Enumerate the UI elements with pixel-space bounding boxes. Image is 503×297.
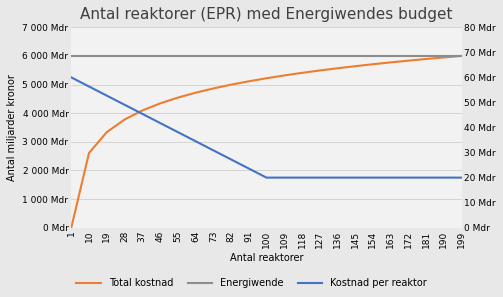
Kostnad per reaktor	[405, 176, 411, 179]
Total kostnad	[370, 62, 376, 66]
Total kostnad	[210, 87, 216, 90]
Energiwende	[281, 54, 287, 58]
Total kostnad	[388, 61, 394, 64]
Total kostnad	[245, 80, 252, 83]
Total kostnad	[68, 226, 74, 230]
Total kostnad	[104, 130, 110, 134]
Kostnad per reaktor	[352, 176, 358, 179]
Kostnad per reaktor	[317, 176, 323, 179]
Kostnad per reaktor	[157, 121, 163, 125]
Energiwende	[86, 54, 92, 58]
Energiwende	[264, 54, 270, 58]
Kostnad per reaktor	[139, 112, 145, 116]
Kostnad per reaktor	[441, 176, 447, 179]
Kostnad per reaktor	[388, 176, 394, 179]
Energiwende	[317, 54, 323, 58]
Energiwende	[370, 54, 376, 58]
Total kostnad	[86, 151, 92, 155]
Kostnad per reaktor	[228, 158, 234, 161]
Y-axis label: Antal miljarder kronor: Antal miljarder kronor	[7, 74, 17, 181]
Kostnad per reaktor	[68, 76, 74, 79]
Energiwende	[210, 54, 216, 58]
Kostnad per reaktor	[281, 176, 287, 179]
Energiwende	[352, 54, 358, 58]
Kostnad per reaktor	[459, 176, 465, 179]
Legend: Total kostnad, Energiwende, Kostnad per reaktor: Total kostnad, Energiwende, Kostnad per …	[72, 274, 431, 292]
Total kostnad	[405, 59, 411, 62]
Total kostnad	[175, 96, 181, 99]
Kostnad per reaktor	[334, 176, 341, 179]
Kostnad per reaktor	[104, 94, 110, 97]
Total kostnad	[228, 83, 234, 86]
Kostnad per reaktor	[423, 176, 429, 179]
Kostnad per reaktor	[245, 167, 252, 170]
Energiwende	[175, 54, 181, 58]
Energiwende	[157, 54, 163, 58]
Total kostnad	[139, 109, 145, 112]
Total kostnad	[299, 71, 305, 75]
Kostnad per reaktor	[193, 139, 199, 143]
Total kostnad	[122, 118, 128, 121]
Total kostnad	[264, 76, 270, 80]
Total kostnad	[352, 64, 358, 68]
Total kostnad	[334, 67, 341, 70]
Energiwende	[139, 54, 145, 58]
Energiwende	[334, 54, 341, 58]
Kostnad per reaktor	[175, 130, 181, 134]
Energiwende	[405, 54, 411, 58]
Kostnad per reaktor	[122, 103, 128, 107]
Energiwende	[68, 54, 74, 58]
Total kostnad	[193, 91, 199, 94]
Title: Antal reaktorer (EPR) med Energiwendes budget: Antal reaktorer (EPR) med Energiwendes b…	[80, 7, 453, 22]
Energiwende	[441, 54, 447, 58]
Total kostnad	[317, 69, 323, 72]
Kostnad per reaktor	[299, 176, 305, 179]
Kostnad per reaktor	[370, 176, 376, 179]
Energiwende	[388, 54, 394, 58]
Total kostnad	[423, 57, 429, 61]
Energiwende	[193, 54, 199, 58]
Energiwende	[299, 54, 305, 58]
Energiwende	[423, 54, 429, 58]
Kostnad per reaktor	[86, 85, 92, 88]
Kostnad per reaktor	[210, 148, 216, 152]
Energiwende	[104, 54, 110, 58]
Kostnad per reaktor	[264, 176, 270, 179]
Total kostnad	[281, 74, 287, 77]
Total kostnad	[157, 102, 163, 105]
Energiwende	[245, 54, 252, 58]
Line: Total kostnad: Total kostnad	[71, 56, 462, 228]
Line: Kostnad per reaktor: Kostnad per reaktor	[71, 78, 462, 178]
Total kostnad	[459, 54, 465, 58]
Energiwende	[122, 54, 128, 58]
Total kostnad	[441, 56, 447, 59]
Energiwende	[228, 54, 234, 58]
X-axis label: Antal reaktorer: Antal reaktorer	[230, 253, 303, 263]
Energiwende	[459, 54, 465, 58]
